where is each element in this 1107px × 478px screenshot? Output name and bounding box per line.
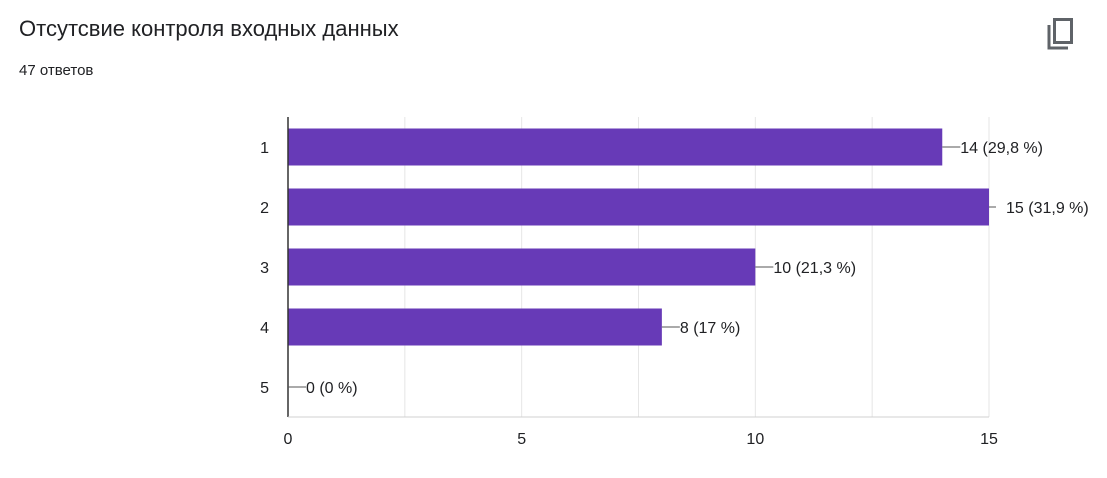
bars: [288, 128, 989, 346]
bar: [288, 248, 756, 286]
x-tick-label: 15: [980, 431, 998, 448]
bar: [288, 308, 662, 346]
bar: [288, 188, 989, 226]
category-label: 5: [260, 380, 269, 397]
data-label: 14 (29,8 %): [960, 140, 1043, 157]
x-tick-label: 10: [746, 431, 764, 448]
bar: [288, 128, 943, 166]
copy-button[interactable]: [1040, 12, 1080, 56]
data-label: 8 (17 %): [680, 320, 740, 337]
x-tick-label: 0: [284, 431, 293, 448]
labels: 1 14 (29,8 %) 2 15 (31,9 %) 3 10 (21,3 %) 4 8 (…: [260, 140, 1089, 448]
response-count: 47 ответов: [19, 62, 94, 79]
data-label: 10 (21,3 %): [773, 260, 856, 277]
category-label: 1: [260, 140, 269, 157]
page-title: Отсутсвие контроля входных данных: [19, 16, 399, 41]
copy-icon: [1047, 18, 1073, 50]
x-tick-label: 5: [517, 431, 526, 448]
category-label: 4: [260, 320, 269, 337]
category-label: 2: [260, 200, 269, 217]
data-label: 0 (0 %): [306, 380, 358, 397]
data-label: 15 (31,9 %): [1006, 200, 1089, 217]
category-label: 3: [260, 260, 269, 277]
axes: [287, 117, 989, 418]
